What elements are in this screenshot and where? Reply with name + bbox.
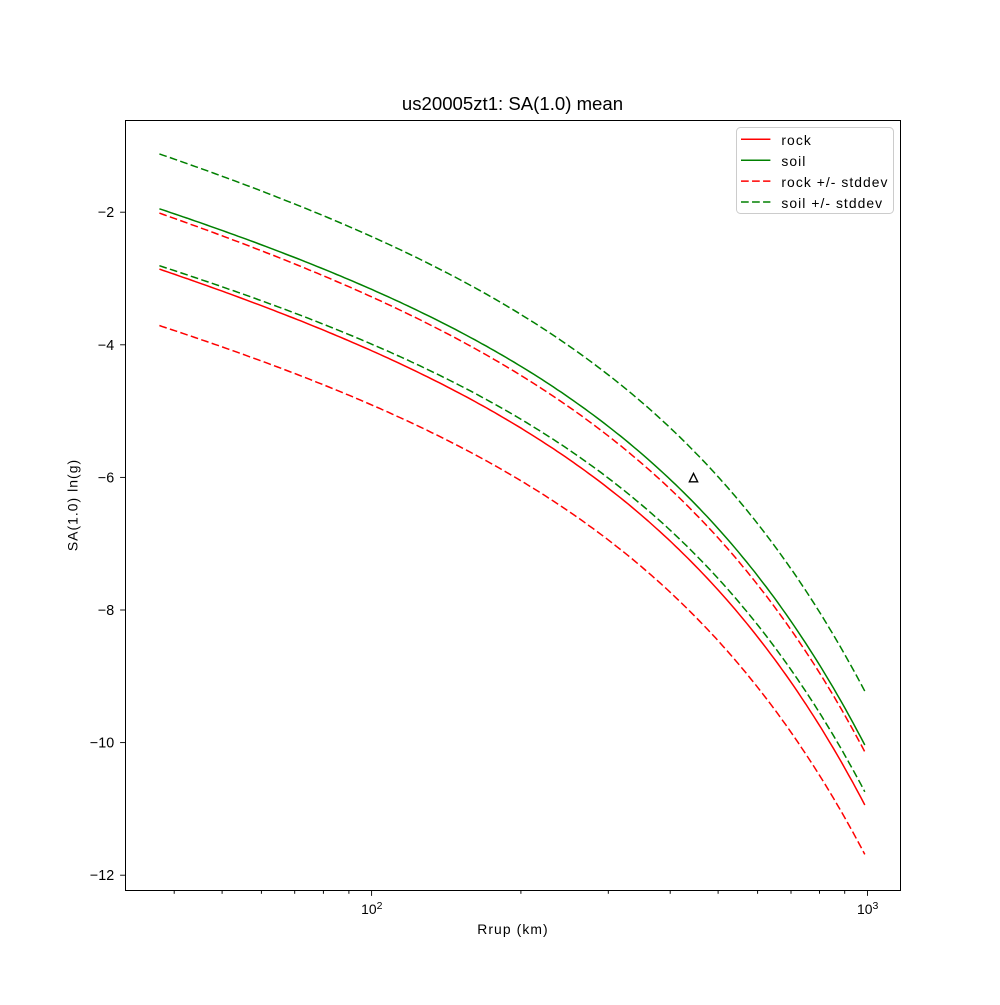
svg-text:−6: −6 bbox=[98, 470, 114, 486]
svg-text:Rrup (km): Rrup (km) bbox=[477, 921, 549, 937]
svg-text:−12: −12 bbox=[90, 868, 114, 884]
svg-text:soil +/- stddev: soil +/- stddev bbox=[781, 195, 883, 211]
svg-text:−4: −4 bbox=[98, 338, 114, 354]
svg-text:SA(1.0) ln(g): SA(1.0) ln(g) bbox=[64, 459, 80, 551]
svg-text:−8: −8 bbox=[98, 603, 114, 619]
svg-text:rock: rock bbox=[781, 132, 811, 148]
svg-text:soil: soil bbox=[781, 153, 806, 169]
svg-text:rock +/- stddev: rock +/- stddev bbox=[781, 174, 888, 190]
svg-text:−2: −2 bbox=[98, 205, 114, 221]
svg-text:us20005zt1: SA(1.0) mean: us20005zt1: SA(1.0) mean bbox=[402, 93, 623, 114]
svg-text:−10: −10 bbox=[90, 736, 114, 752]
